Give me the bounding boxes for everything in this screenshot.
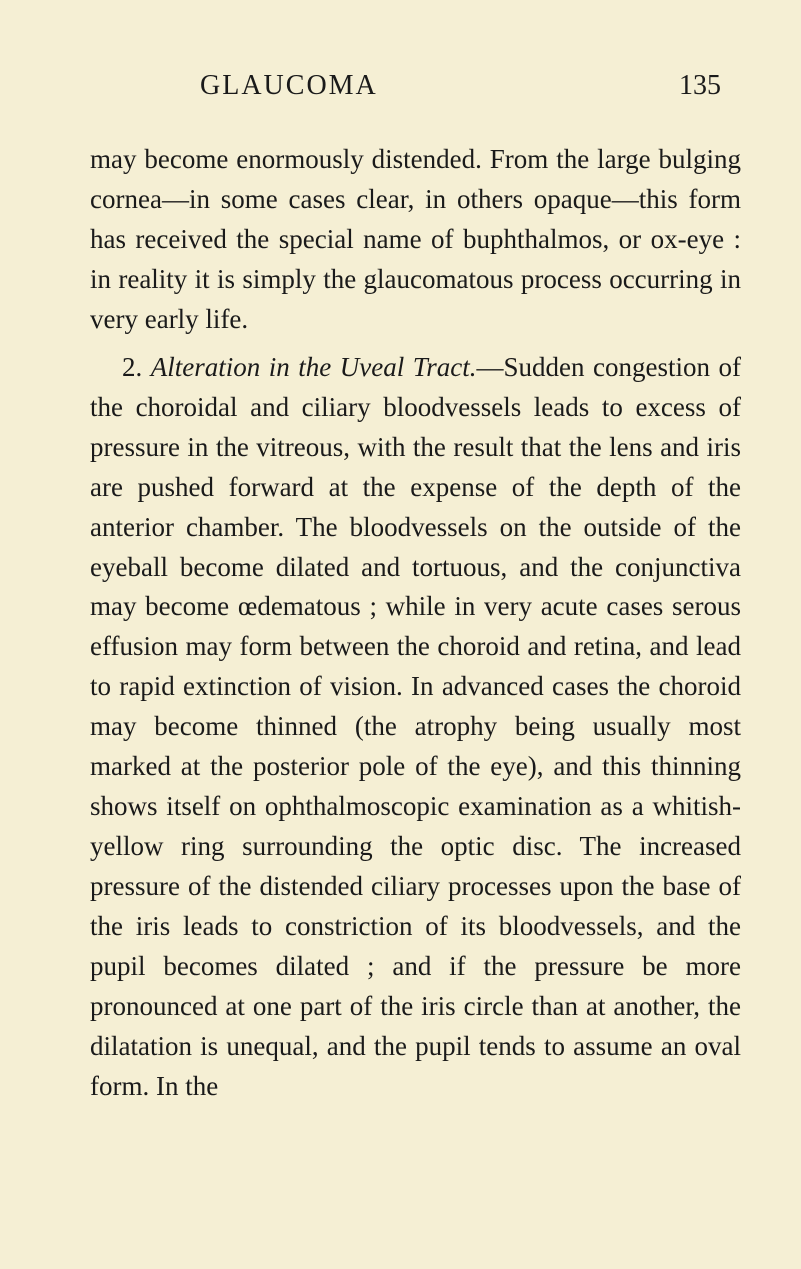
paragraph-2-body: —Sudden con­gestion of the choroidal and…: [90, 352, 741, 1101]
paragraph-1: may become enormously distended. From th…: [90, 140, 741, 340]
page-number: 135: [679, 70, 721, 102]
body-content: may become enormously distended. From th…: [90, 140, 741, 1107]
section-number: 2.: [122, 352, 151, 382]
page-header: GLAUCOMA 135: [90, 70, 741, 102]
paragraph-2: 2. Alteration in the Uveal Tract.—Sudden…: [90, 348, 741, 1107]
chapter-title: GLAUCOMA: [200, 70, 378, 102]
section-title-italic: Alteration in the Uveal Tract.: [151, 352, 477, 382]
